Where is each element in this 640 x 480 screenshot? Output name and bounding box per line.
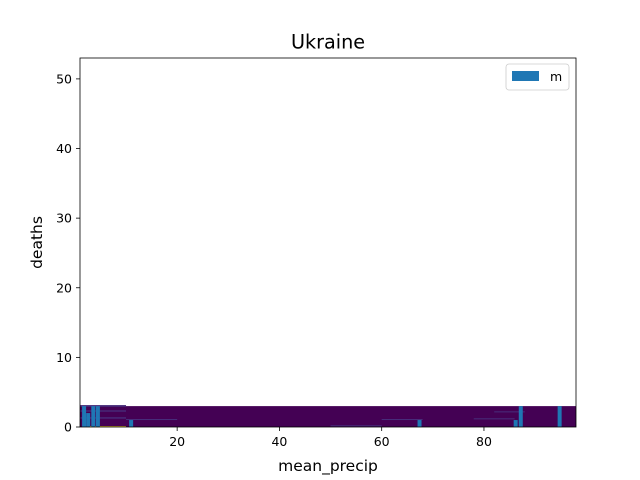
y-tick-label: 0: [64, 420, 72, 435]
x-tick-label: 80: [476, 434, 492, 449]
heatmap-streak: [80, 417, 127, 419]
x-axis: 20 40 60 80: [169, 427, 492, 449]
bar: [91, 406, 96, 427]
x-axis-label: mean_precip: [278, 457, 378, 476]
chart-title: Ukraine: [291, 31, 365, 54]
y-tick-label: 40: [56, 141, 72, 156]
heatmap-band: [80, 406, 576, 427]
heatmap-streak: [126, 418, 178, 421]
y-axis: 0 10 20 30 40 50: [56, 71, 80, 435]
x-tick-label: 20: [169, 434, 185, 449]
bar: [129, 420, 134, 427]
bar: [518, 406, 523, 427]
legend: m: [505, 63, 570, 91]
background-heatmap: [80, 405, 576, 428]
y-tick-label: 20: [56, 280, 72, 295]
y-tick-label: 10: [56, 350, 72, 365]
bar: [557, 406, 562, 427]
x-tick-label: 40: [271, 434, 287, 449]
heatmap-streak: [330, 425, 382, 427]
y-tick-label: 30: [56, 211, 72, 226]
heatmap-streak: [494, 411, 525, 413]
bar-series-m: [82, 406, 562, 427]
y-tick-label: 50: [56, 71, 72, 86]
bar: [513, 420, 518, 427]
heatmap-streak: [80, 410, 127, 412]
legend-label-m: m: [550, 69, 562, 84]
bar: [86, 413, 91, 427]
plot-frame: [79, 57, 577, 428]
bar: [417, 420, 422, 427]
heatmap-streak: [80, 405, 127, 407]
x-tick-label: 60: [374, 434, 390, 449]
bar: [95, 406, 100, 427]
legend-swatch-m: [512, 71, 539, 81]
bar: [82, 406, 87, 427]
heatmap-streak: [473, 418, 515, 420]
heatmap-streak: [381, 418, 423, 421]
plot-area: [79, 57, 577, 428]
y-axis-label: deaths: [28, 216, 46, 269]
plot-background: [80, 58, 576, 427]
